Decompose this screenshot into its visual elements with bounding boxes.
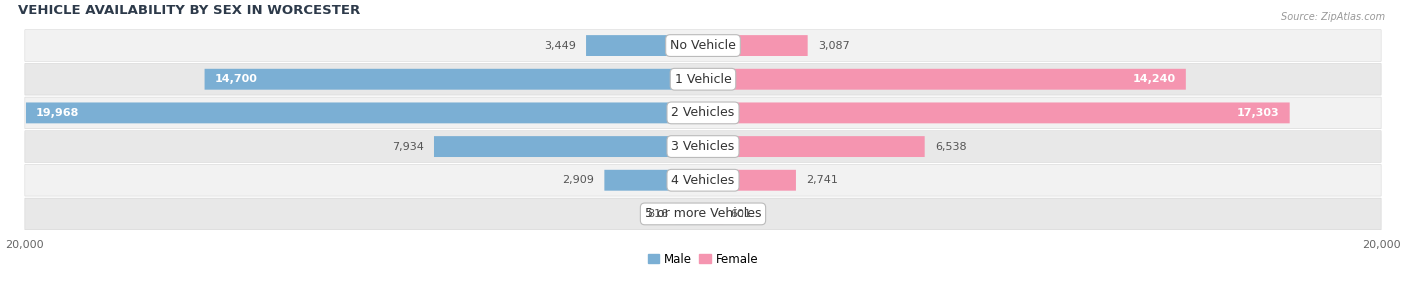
FancyBboxPatch shape: [605, 170, 703, 191]
FancyBboxPatch shape: [25, 198, 1381, 230]
Text: 7,934: 7,934: [392, 142, 423, 151]
FancyBboxPatch shape: [25, 131, 1381, 162]
Text: 17,303: 17,303: [1237, 108, 1279, 118]
FancyBboxPatch shape: [703, 103, 1289, 123]
Text: 2 Vehicles: 2 Vehicles: [672, 106, 734, 119]
FancyBboxPatch shape: [703, 69, 1185, 90]
FancyBboxPatch shape: [25, 63, 1381, 95]
FancyBboxPatch shape: [675, 203, 703, 224]
FancyBboxPatch shape: [703, 203, 723, 224]
Text: Source: ZipAtlas.com: Source: ZipAtlas.com: [1281, 12, 1385, 22]
FancyBboxPatch shape: [434, 136, 703, 157]
FancyBboxPatch shape: [703, 35, 807, 56]
Text: No Vehicle: No Vehicle: [671, 39, 735, 52]
FancyBboxPatch shape: [703, 136, 925, 157]
FancyBboxPatch shape: [204, 69, 703, 90]
Text: 2,741: 2,741: [806, 175, 838, 185]
Text: 14,240: 14,240: [1133, 74, 1175, 84]
FancyBboxPatch shape: [703, 170, 796, 191]
FancyBboxPatch shape: [25, 103, 703, 123]
Text: 601: 601: [730, 209, 751, 219]
Text: 19,968: 19,968: [37, 108, 80, 118]
Text: 2,909: 2,909: [562, 175, 595, 185]
Text: 3,449: 3,449: [544, 41, 576, 50]
Text: VEHICLE AVAILABILITY BY SEX IN WORCESTER: VEHICLE AVAILABILITY BY SEX IN WORCESTER: [18, 4, 360, 17]
Text: 14,700: 14,700: [215, 74, 257, 84]
Text: 3 Vehicles: 3 Vehicles: [672, 140, 734, 153]
Text: 1 Vehicle: 1 Vehicle: [675, 73, 731, 86]
FancyBboxPatch shape: [25, 30, 1381, 62]
Text: 3,087: 3,087: [818, 41, 849, 50]
Text: 4 Vehicles: 4 Vehicles: [672, 174, 734, 187]
Text: 6,538: 6,538: [935, 142, 966, 151]
Text: 816: 816: [647, 209, 668, 219]
FancyBboxPatch shape: [586, 35, 703, 56]
Text: 5 or more Vehicles: 5 or more Vehicles: [645, 207, 761, 220]
FancyBboxPatch shape: [25, 164, 1381, 196]
Legend: Male, Female: Male, Female: [643, 248, 763, 270]
FancyBboxPatch shape: [25, 97, 1381, 129]
